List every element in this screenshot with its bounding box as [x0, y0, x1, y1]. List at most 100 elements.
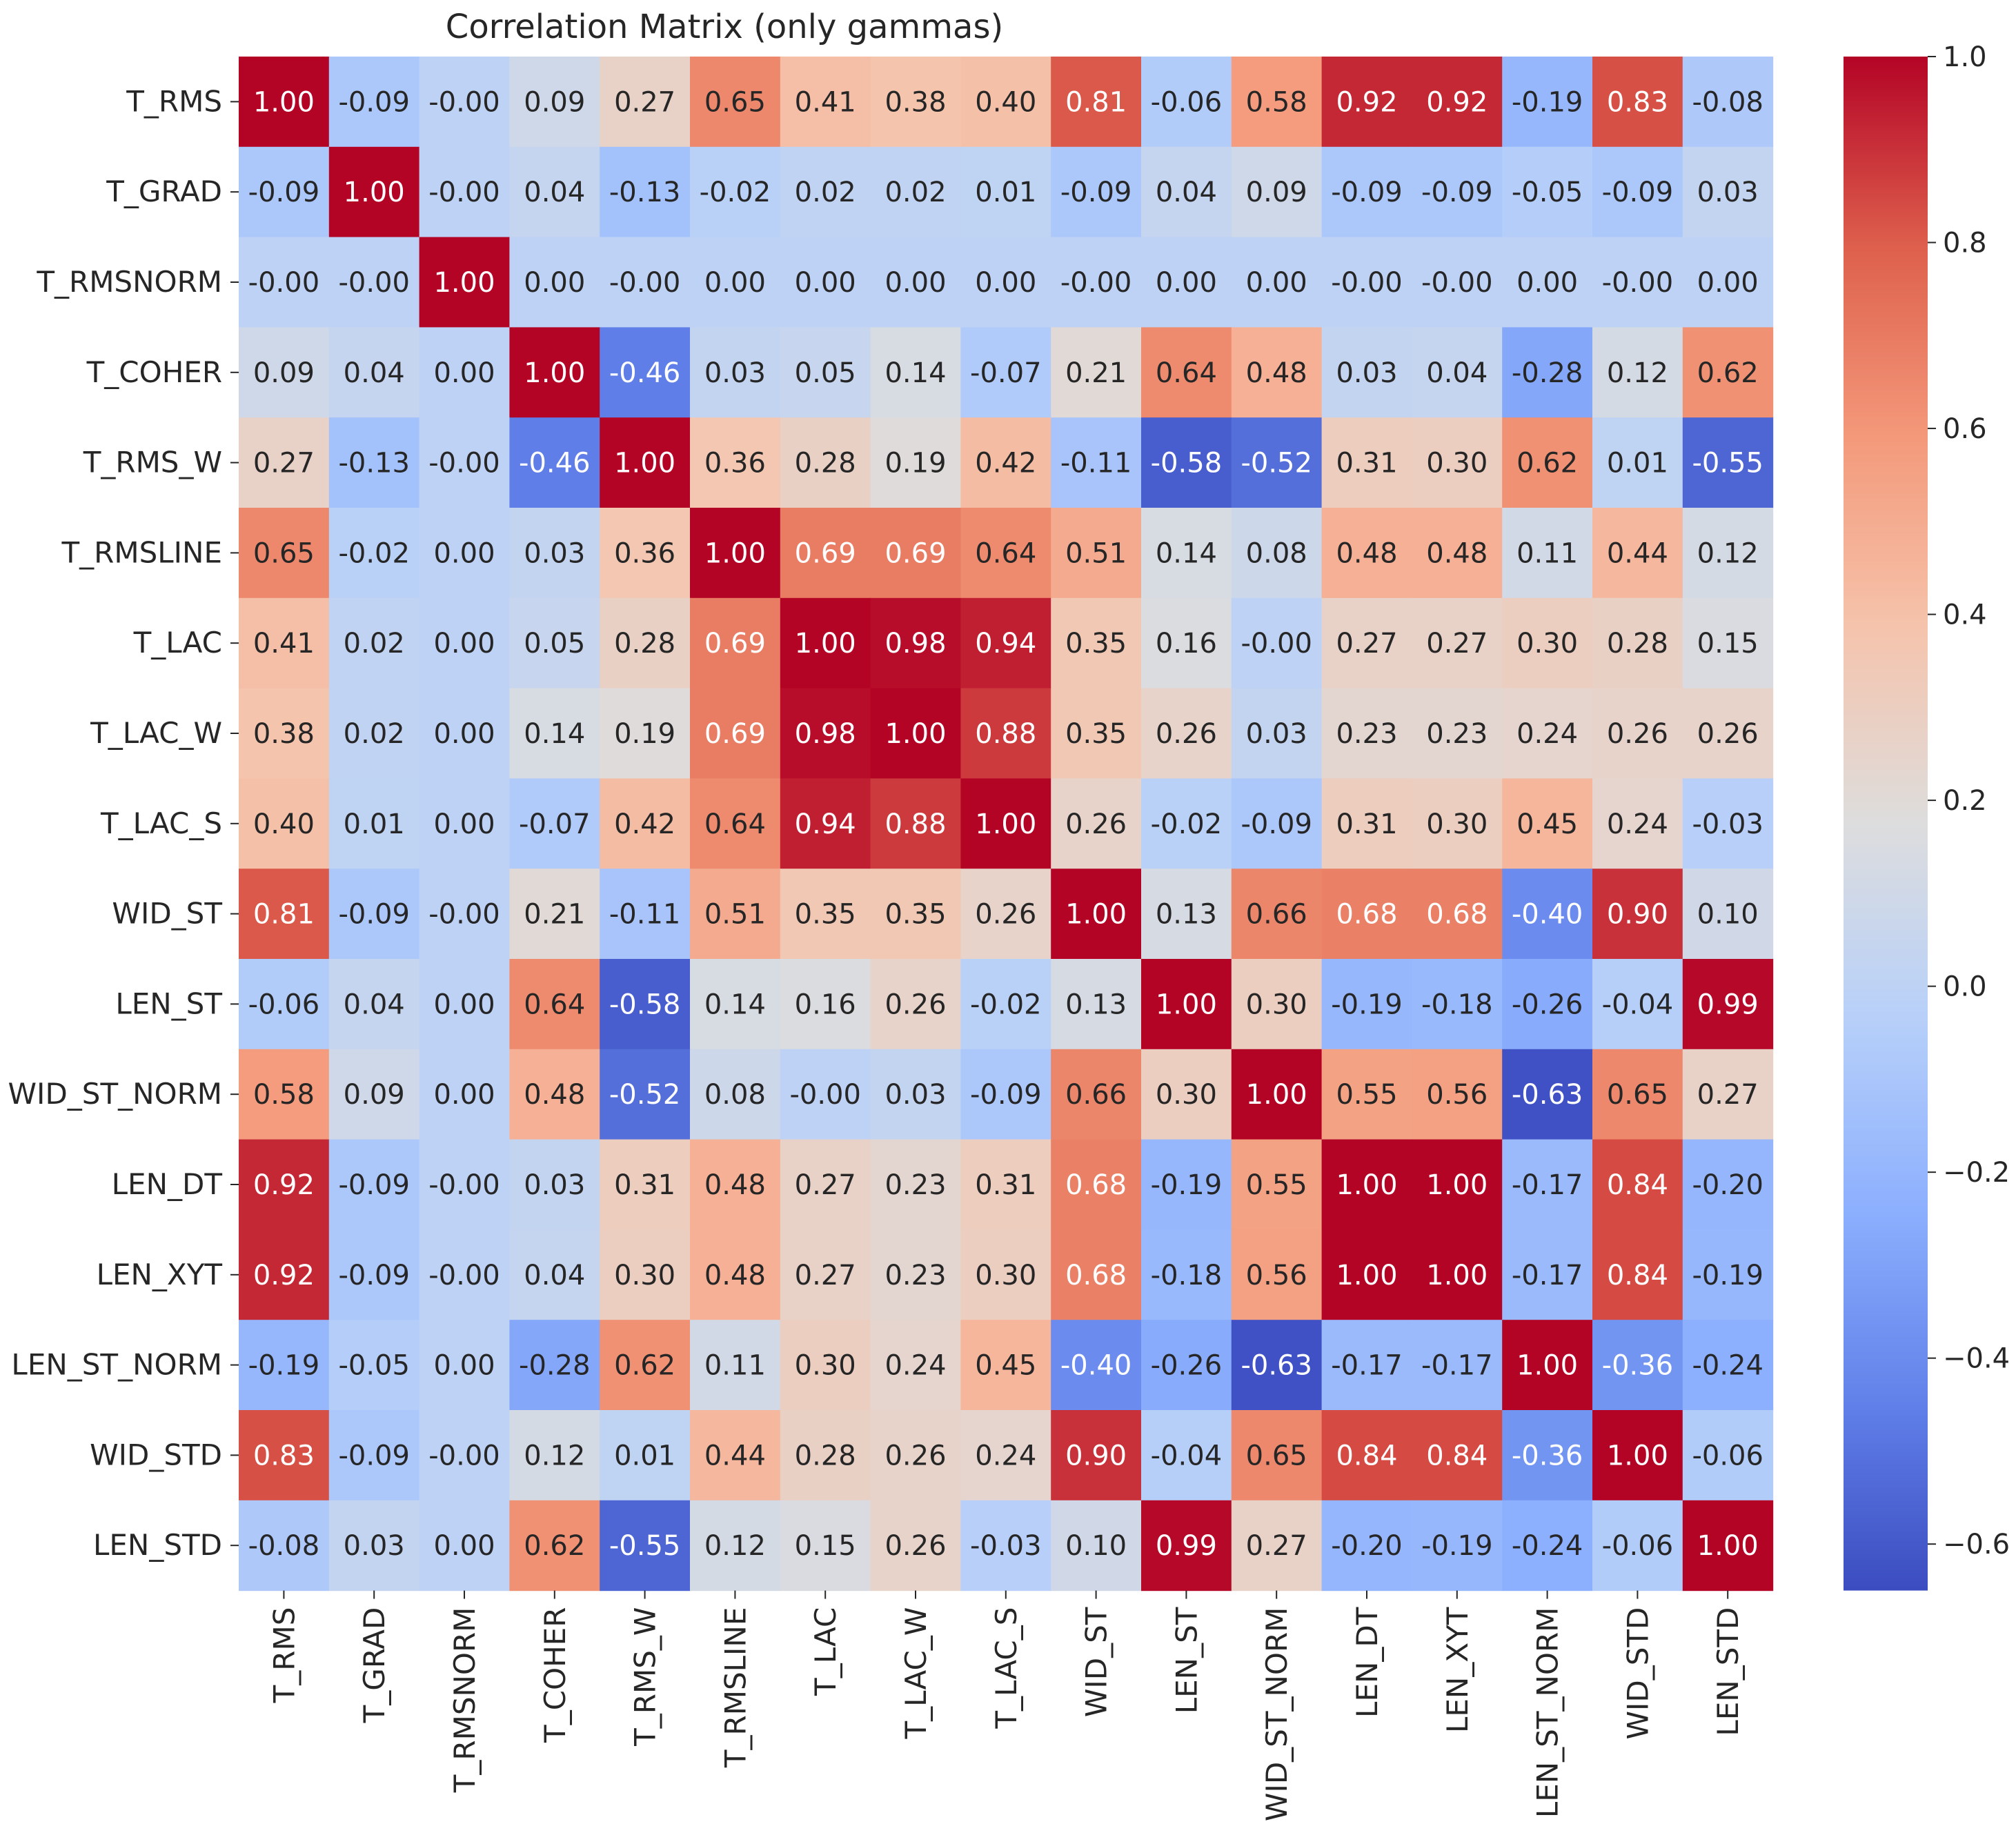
cell-value-15-8: 0.24: [975, 1440, 1036, 1471]
heatmap-cell-3-13: [1412, 327, 1503, 418]
cell-value-2-10: 0.00: [1156, 267, 1217, 299]
heatmap-cell-2-11: [1231, 237, 1323, 328]
cell-value-15-10: -0.04: [1151, 1440, 1223, 1471]
heatmap-cell-4-16: [1682, 417, 1774, 508]
cell-value-2-5: 0.00: [704, 267, 766, 299]
heatmap-cell-6-12: [1321, 597, 1412, 689]
heatmap-cell-15-6: [780, 1410, 871, 1501]
cell-value-8-4: 0.42: [614, 809, 675, 840]
cell-value-16-2: 0.00: [433, 1530, 495, 1562]
heatmap-cell-1-13: [1412, 146, 1503, 238]
heatmap-cell-13-11: [1231, 1229, 1323, 1320]
y-tick-label: T_LAC_W: [90, 716, 222, 750]
cell-value-2-6: 0.00: [795, 267, 856, 299]
heatmap-cell-2-0: [239, 237, 330, 328]
cell-value-15-0: 0.83: [253, 1440, 315, 1471]
heatmap-cell-4-11: [1231, 417, 1323, 508]
cell-value-15-9: 0.90: [1065, 1440, 1127, 1471]
cell-value-9-10: 0.13: [1156, 899, 1217, 931]
cell-value-9-0: 0.81: [253, 899, 315, 931]
heatmap-cell-13-16: [1682, 1229, 1774, 1320]
heatmap-cell-8-15: [1592, 778, 1683, 869]
cell-value-11-8: -0.09: [970, 1079, 1042, 1111]
cell-value-12-7: 0.23: [885, 1169, 946, 1201]
cell-value-16-8: -0.03: [970, 1530, 1042, 1562]
heatmap-cell-3-5: [690, 327, 781, 418]
heatmap-cell-4-8: [960, 417, 1051, 508]
heatmap-cell-14-2: [419, 1320, 510, 1411]
cell-value-8-10: -0.02: [1151, 809, 1223, 840]
heatmap-cell-9-6: [780, 869, 871, 960]
cell-value-16-7: 0.26: [885, 1530, 946, 1562]
x-tick-label: LEN_STD: [1711, 1607, 1745, 1736]
heatmap-cell-14-13: [1412, 1320, 1503, 1411]
heatmap-cell-16-1: [328, 1500, 420, 1592]
cell-value-12-16: -0.20: [1692, 1169, 1763, 1201]
cell-value-3-9: 0.21: [1065, 357, 1127, 389]
cell-value-4-16: -0.55: [1692, 448, 1763, 479]
heatmap-cell-15-11: [1231, 1410, 1323, 1501]
cell-value-12-6: 0.27: [795, 1169, 856, 1201]
heatmap-cell-11-12: [1321, 1049, 1412, 1140]
heatmap-cell-14-0: [239, 1320, 330, 1411]
heatmap-cell-14-9: [1051, 1320, 1142, 1411]
heatmap-cell-10-2: [419, 959, 510, 1050]
heatmap-cell-8-6: [780, 778, 871, 869]
heatmap-cell-15-16: [1682, 1410, 1774, 1501]
cell-value-2-2: 1.00: [433, 267, 495, 299]
heatmap-cell-0-15: [1592, 57, 1683, 148]
y-tick-label: LEN_XYT: [97, 1258, 223, 1291]
x-tick-label: T_RMS_W: [629, 1607, 662, 1747]
cell-value-9-11: 0.66: [1246, 899, 1307, 931]
heatmap-cell-5-16: [1682, 508, 1774, 599]
heatmap-cell-10-1: [328, 959, 420, 1050]
cell-value-8-13: 0.30: [1426, 809, 1488, 840]
cell-value-8-15: 0.24: [1607, 809, 1668, 840]
cell-value-12-8: 0.31: [975, 1169, 1036, 1201]
cell-value-2-3: 0.00: [524, 267, 585, 299]
cell-value-16-9: 0.10: [1065, 1530, 1127, 1562]
cell-value-4-13: 0.30: [1426, 448, 1488, 479]
cell-value-11-1: 0.09: [344, 1079, 405, 1111]
heatmap-cell-16-3: [509, 1500, 600, 1592]
cell-value-3-0: 0.09: [253, 357, 315, 389]
cell-value-11-5: 0.08: [704, 1079, 766, 1111]
heatmap-cell-12-9: [1051, 1139, 1142, 1230]
y-tick-label: LEN_STD: [93, 1528, 222, 1562]
cell-value-4-6: 0.28: [795, 448, 856, 479]
cell-value-3-4: -0.46: [609, 357, 681, 389]
cell-value-14-1: -0.05: [338, 1350, 410, 1382]
heatmap-cell-11-0: [239, 1049, 330, 1140]
heatmap-cell-16-14: [1502, 1500, 1593, 1592]
heatmap-cell-3-8: [960, 327, 1051, 418]
heatmap-cell-3-10: [1141, 327, 1232, 418]
heatmap-cell-16-16: [1682, 1500, 1774, 1592]
cell-value-3-15: 0.12: [1607, 357, 1668, 389]
cell-value-3-14: -0.28: [1512, 357, 1583, 389]
cell-value-13-14: -0.17: [1512, 1260, 1583, 1291]
heatmap-cell-3-3: [509, 327, 600, 418]
cell-value-16-10: 0.99: [1156, 1530, 1217, 1562]
heatmap-cell-6-9: [1051, 597, 1142, 689]
cell-value-5-5: 1.00: [704, 537, 766, 569]
y-tick-label: WID_STD: [90, 1438, 222, 1471]
heatmap-cell-10-16: [1682, 959, 1774, 1050]
cell-value-6-12: 0.27: [1336, 628, 1397, 660]
heatmap-cell-10-14: [1502, 959, 1593, 1050]
x-tick-label: T_RMS: [267, 1607, 301, 1704]
cell-value-15-14: -0.36: [1512, 1440, 1583, 1471]
cell-value-5-7: 0.69: [885, 537, 946, 569]
heatmap-cell-14-6: [780, 1320, 871, 1411]
cell-value-9-14: -0.40: [1512, 899, 1583, 931]
cell-value-1-10: 0.04: [1156, 177, 1217, 208]
heatmap-cell-6-13: [1412, 597, 1503, 689]
cell-value-4-11: -0.52: [1241, 448, 1312, 479]
cell-value-13-11: 0.56: [1246, 1260, 1307, 1291]
cell-value-10-13: -0.18: [1421, 989, 1493, 1020]
cell-value-9-13: 0.68: [1426, 899, 1488, 931]
heatmap-cell-8-0: [239, 778, 330, 869]
heatmap-cell-7-8: [960, 688, 1051, 779]
heatmap-cell-12-7: [870, 1139, 961, 1230]
heatmap-cell-6-5: [690, 597, 781, 689]
cell-value-1-2: -0.00: [428, 177, 500, 208]
